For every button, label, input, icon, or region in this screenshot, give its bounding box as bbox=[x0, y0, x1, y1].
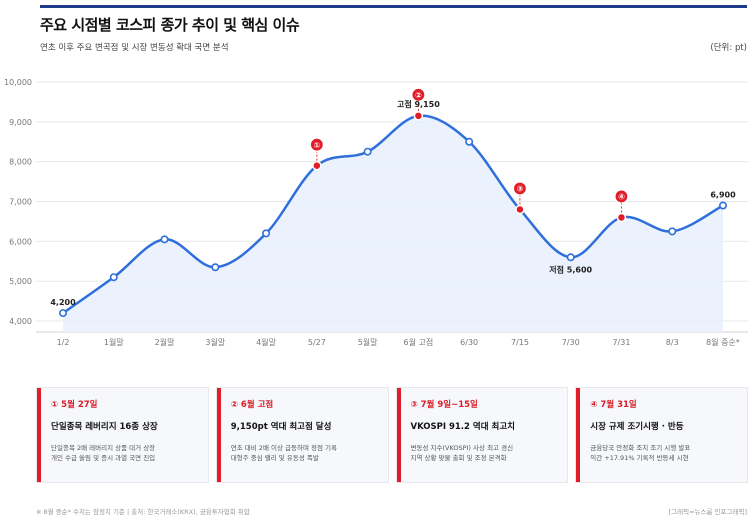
card-desc-line: 연초 대비 2배 이상 급등하며 정점 기록 bbox=[230, 444, 337, 452]
issue-card: ① 5월 27일 단일종목 레버리지 16종 상장 단일종목 2배 레버리지 상… bbox=[36, 387, 209, 483]
card-accent-bar bbox=[216, 388, 221, 482]
card-accent-bar bbox=[576, 388, 581, 482]
data-point bbox=[58, 309, 67, 318]
marker-badge bbox=[614, 189, 629, 204]
data-label: 고점 9,150 bbox=[397, 99, 440, 109]
y-tick-label: 10,000 bbox=[4, 78, 32, 87]
x-tick-label: 6월 고점 bbox=[404, 337, 434, 347]
unit-label: (단위: pt) bbox=[710, 43, 747, 53]
y-tick-label: 6,000 bbox=[9, 237, 32, 246]
card-title: 9,150pt 역대 최고점 달성 bbox=[230, 422, 332, 432]
data-point bbox=[566, 253, 575, 262]
x-tick-label: 4월말 bbox=[256, 337, 276, 347]
data-point bbox=[718, 201, 727, 210]
series-area bbox=[63, 115, 723, 332]
data-point bbox=[668, 227, 677, 236]
y-tick-label: 8,000 bbox=[9, 158, 32, 167]
x-tick-label: 1/2 bbox=[57, 338, 70, 347]
card-title: VKOSPI 91.2 역대 최고치 bbox=[410, 422, 515, 432]
data-point bbox=[109, 273, 118, 282]
marker-badge bbox=[411, 87, 426, 102]
card-head: ③ 7월 9일~15일 bbox=[410, 400, 478, 410]
card-desc-line: 단일종목 2배 레버리지 상품 대거 상장 bbox=[51, 444, 156, 452]
page-title: 주요 시점별 코스피 종가 추이 및 핵심 이슈 bbox=[40, 16, 300, 34]
marker-number: ④ bbox=[618, 193, 625, 202]
data-point bbox=[515, 204, 525, 215]
page-subtitle: 연초 이후 주요 변곡점 및 시장 변동성 확대 국면 분석 bbox=[40, 43, 229, 53]
issue-cards: ① 5월 27일 단일종목 레버리지 16종 상장 단일종목 2배 레버리지 상… bbox=[36, 387, 748, 483]
line-chart: 4,000 5,000 6,000 7,000 8,000 9,000 10,000 1/2 1… bbox=[4, 78, 748, 347]
top-accent-bar bbox=[40, 5, 747, 8]
card-head: ④ 7월 31일 bbox=[590, 400, 637, 410]
data-point bbox=[413, 111, 424, 121]
marker-badge bbox=[512, 181, 528, 196]
y-tick-label: 5,000 bbox=[9, 277, 32, 286]
card-desc: 금융당국 안정화 조치 조기 시행 발표 익간 +17.91% 기록적 반등세 … bbox=[590, 443, 739, 463]
card-desc: 단일종목 2배 레버리지 상품 대거 상장 개인 수급 쏠림 및 증시 과열 국… bbox=[51, 443, 200, 463]
data-point bbox=[211, 263, 220, 272]
marker-number: ③ bbox=[517, 185, 524, 194]
x-tick-label: 8/3 bbox=[666, 338, 679, 347]
data-point bbox=[363, 147, 372, 156]
credit: [그래픽=뉴스룸 인포그래픽] bbox=[668, 508, 747, 516]
series-line bbox=[62, 114, 724, 315]
y-tick-label: 4,000 bbox=[9, 317, 32, 326]
data-point bbox=[262, 229, 271, 238]
card-head: ② 6월 고점 bbox=[230, 400, 274, 410]
data-label: 저점 5,600 bbox=[549, 264, 592, 274]
x-tick-label: 7/30 bbox=[562, 338, 580, 347]
data-label: 4,200 bbox=[50, 298, 76, 307]
card-desc-line: 익간 +17.91% 기록적 반등세 시현 bbox=[590, 454, 689, 463]
card-title: 시장 규제 조기시행 · 반등 bbox=[590, 422, 684, 432]
card-accent-bar bbox=[37, 388, 41, 482]
card-desc: 연초 대비 2배 이상 급등하며 정점 기록 대형주 중심 랠리 및 유동성 폭… bbox=[231, 443, 380, 463]
y-tick-label: 9,000 bbox=[9, 118, 32, 127]
x-tick-label: 1월말 bbox=[104, 337, 124, 347]
issue-card: ③ 7월 9일~15일 VKOSPI 91.2 역대 최고치 변동성 지수(VK… bbox=[395, 387, 569, 483]
card-accent-bar bbox=[396, 388, 401, 482]
card-desc-line: 변동성 지수(VKOSPI) 사상 최고 경신 bbox=[410, 444, 514, 452]
y-tick-label: 7,000 bbox=[9, 198, 32, 207]
card-desc-line: 금융당국 안정화 조치 조기 시행 발표 bbox=[590, 444, 691, 452]
x-tick-label: 6/30 bbox=[460, 338, 478, 347]
data-point bbox=[160, 235, 169, 244]
x-tick-label: 8월 중순* bbox=[706, 337, 740, 347]
data-point bbox=[465, 137, 474, 146]
marker-number: ① bbox=[313, 141, 320, 150]
card-desc-line: 대형주 중심 랠리 및 유동성 폭발 bbox=[230, 454, 319, 463]
x-tick-label: 2월말 bbox=[155, 337, 175, 347]
data-label: 6,900 bbox=[710, 190, 736, 199]
x-tick-label: 3월말 bbox=[205, 337, 225, 347]
x-tick-label: 5/27 bbox=[308, 338, 326, 347]
marker-badge bbox=[309, 137, 324, 152]
issue-card: ② 6월 고점 9,150pt 역대 최고점 달성 연초 대비 2배 이상 급등… bbox=[215, 387, 389, 483]
marker-number: ② bbox=[415, 91, 422, 100]
card-title: 단일종목 레버리지 16종 상장 bbox=[51, 422, 158, 432]
data-point bbox=[312, 160, 322, 171]
card-desc: 변동성 지수(VKOSPI) 사상 최고 경신 지역 상황 맞물 출회 및 조정… bbox=[411, 443, 560, 463]
card-desc-line: 지역 상황 맞물 출회 및 조정 본격화 bbox=[410, 454, 507, 463]
card-head: ① 5월 27일 bbox=[51, 400, 98, 410]
x-tick-label: 5월말 bbox=[358, 337, 378, 347]
issue-card: ④ 7월 31일 시장 규제 조기시행 · 반등 금융당국 안정화 조치 조기 … bbox=[575, 387, 748, 483]
footnote: ※ 8월 중순* 수치는 잠정치 기준 | 출처: 한국거래소(KRX), 금융… bbox=[36, 508, 250, 516]
card-desc-line: 개인 수급 쏠림 및 증시 과열 국면 진입 bbox=[51, 454, 156, 463]
data-point bbox=[616, 212, 627, 223]
x-tick-label: 7/15 bbox=[511, 338, 529, 347]
x-tick-label: 7/31 bbox=[612, 338, 630, 347]
